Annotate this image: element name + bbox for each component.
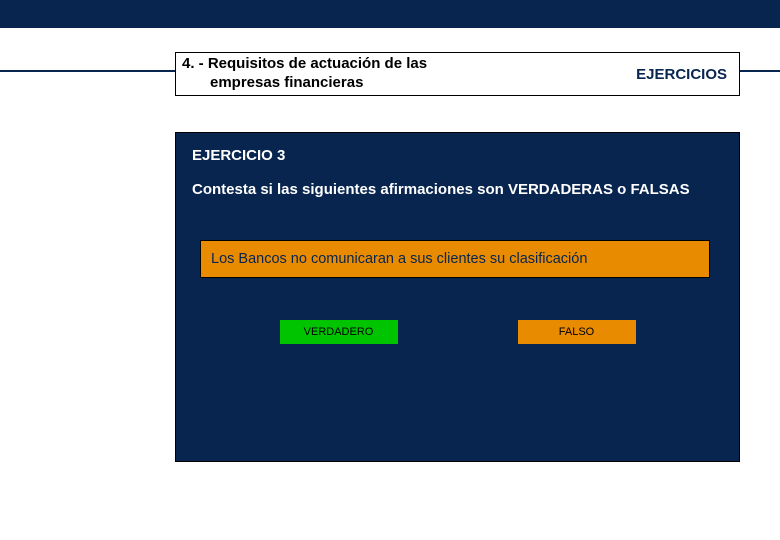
title-line-1: 4. - Requisitos de actuación de las [182, 55, 427, 72]
answer-buttons-row: VERDADERO FALSO [192, 320, 723, 344]
true-button[interactable]: VERDADERO [280, 320, 398, 344]
section-title: 4. - Requisitos de actuación de las empr… [182, 55, 427, 93]
title-line-2: empresas financieras [182, 74, 427, 93]
false-button[interactable]: FALSO [518, 320, 636, 344]
exercise-number: EJERCICIO 3 [192, 147, 723, 164]
top-bar [0, 0, 780, 28]
exercise-panel: EJERCICIO 3 Contesta si las siguientes a… [175, 132, 740, 462]
exercises-label: EJERCICIOS [636, 66, 727, 83]
exercise-instruction: Contesta si las siguientes afirmaciones … [192, 180, 723, 200]
statement-box: Los Bancos no comunicaran a sus clientes… [200, 240, 710, 278]
header-box: 4. - Requisitos de actuación de las empr… [175, 52, 740, 96]
